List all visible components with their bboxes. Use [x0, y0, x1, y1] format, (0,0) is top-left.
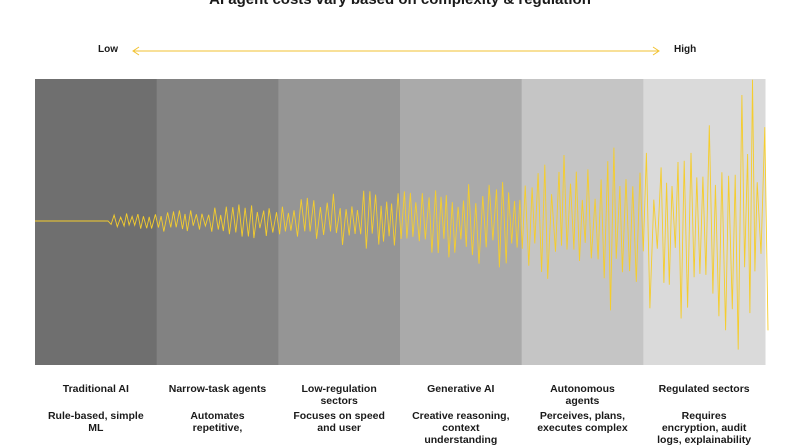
waveform — [35, 79, 769, 350]
column-description: Creative reasoning, context understandin… — [412, 410, 510, 446]
column: Narrow-task agents Automates repetitive, — [157, 383, 279, 446]
column: Generative AI Creative reasoning, context… — [400, 383, 522, 446]
band — [35, 79, 158, 365]
column-label: Traditional AI — [62, 383, 129, 395]
column-description: Automates repetitive, — [190, 410, 245, 434]
column-description: Perceives, plans, executes complex — [537, 410, 628, 434]
column-labels: Traditional AI Rule-based, simple ML Narro… — [35, 383, 765, 446]
column: Autonomous agents Perceives, plans, execu… — [522, 383, 644, 446]
column-label: Autonomous agents — [550, 383, 615, 407]
band — [400, 79, 523, 365]
column-label: Generative AI — [427, 383, 495, 395]
column: Regulated sectors Requires encryption, au… — [643, 383, 765, 446]
scale-high: High — [674, 44, 697, 55]
title: AI agent costs vary based on complexity … — [0, 0, 800, 8]
column-label: Low-regulation sectors — [301, 383, 377, 407]
column-description: Rule-based, simple ML — [47, 410, 144, 434]
column: Traditional AI Rule-based, simple ML — [35, 383, 157, 446]
column-description: Requires encryption, audit logs, explain… — [657, 410, 752, 446]
band — [521, 79, 644, 365]
column-label: Narrow-task agents — [168, 383, 267, 395]
arrow-head — [652, 46, 660, 56]
column: Low-regulation sectors Focuses on speed a… — [278, 383, 400, 446]
scale-low: Low — [98, 44, 118, 55]
column-description: Focuses on speed and user — [293, 410, 385, 434]
arrow-head — [132, 46, 140, 56]
column-label: Regulated sectors — [658, 383, 750, 395]
